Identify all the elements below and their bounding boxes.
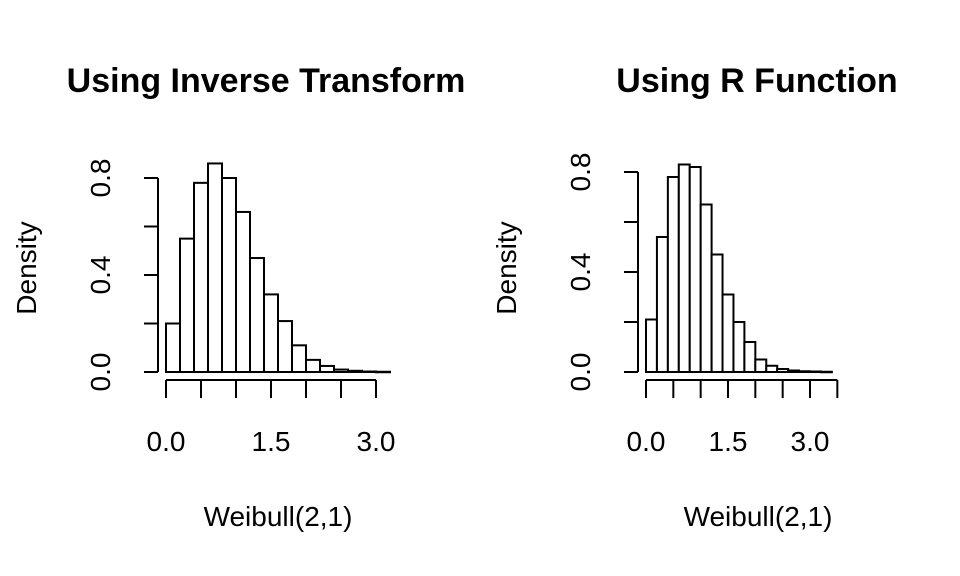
x-tick-label: 0.0 [147,426,186,457]
x-tick-label: 1.5 [709,426,748,457]
panel-2: Using R Function 0.0 0.4 0.8 0.0 1.5 3.0 Densit… [491,62,898,532]
x-tick-label: 1.5 [252,426,291,457]
histogram-bar [645,318,658,373]
histogram-bar [179,237,195,373]
histogram-bar [291,344,307,374]
histogram-bar [743,341,757,373]
x-axis-title: Weibull(2,1) [684,501,833,532]
y-tick-label: 0.4 [565,253,596,292]
histogram-bar [319,364,335,373]
histogram-bar [688,166,702,373]
y-tick-label: 0.0 [85,353,116,392]
histogram-bar [754,358,768,373]
histogram-bar [819,370,833,374]
y-tick-label: 0.0 [565,353,596,392]
histogram-bar [699,203,713,373]
panel-1: Using Inverse Transform 0.0 0.4 0.8 0.0 1.5 3.… [11,62,465,532]
histogram-bar [221,177,237,373]
y-tick-label: 0.4 [85,256,116,295]
histogram-bar [333,368,349,374]
chart-title: Using R Function [616,62,897,100]
y-axis-title: Density [491,221,522,314]
histogram-bar [798,370,811,373]
x-axis-title: Weibull(2,1) [204,501,353,532]
histogram-bar [666,176,680,373]
histogram-bar [655,236,669,373]
histogram-bar [305,358,321,373]
histogram-bar [776,368,790,373]
y-axis-title: Density [11,221,42,314]
histogram-bar [732,321,746,373]
histogram-bar [787,369,801,373]
histogram-bar [809,370,822,373]
histogram-bar [721,293,735,373]
histogram-bar [347,369,363,374]
histogram-bar [263,293,279,373]
histogram-bar [277,320,293,374]
y-tick-label: 0.8 [565,153,596,192]
chart-title: Using Inverse Transform [67,62,466,100]
histogram-bar [193,181,209,373]
histogram-bar [765,364,779,373]
histogram-bar [375,370,391,374]
histogram-bar [207,162,223,373]
histogram-bar [361,370,377,374]
histogram-bar [249,257,265,373]
x-tick-label: 3.0 [791,426,830,457]
y-tick-label: 0.8 [85,159,116,198]
histogram-bar [165,322,181,373]
histogram-bar [235,210,251,373]
x-tick-label: 0.0 [627,426,666,457]
histogram-bar [710,253,724,373]
histogram-bar [677,163,691,373]
x-tick-label: 3.0 [357,426,396,457]
